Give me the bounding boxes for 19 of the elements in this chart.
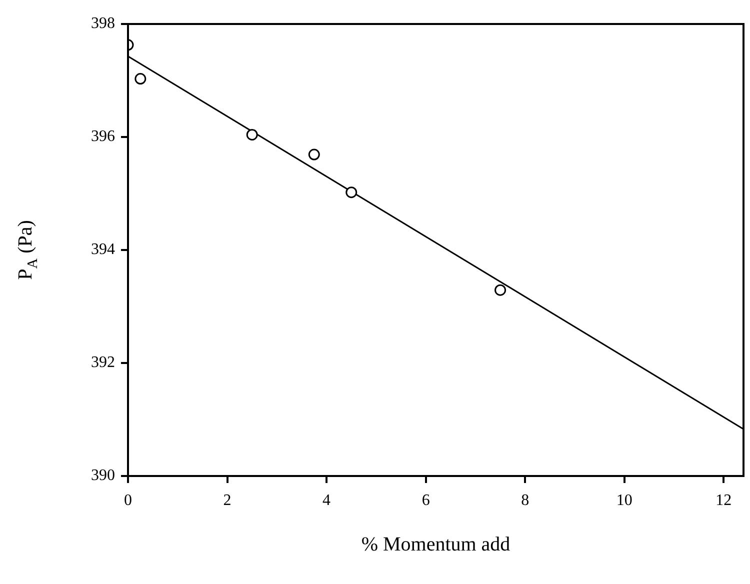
point bbox=[308, 148, 320, 160]
y-tick-label: 390 bbox=[91, 467, 115, 484]
x-tick-label: 4 bbox=[322, 492, 331, 509]
x-tick-label: 10 bbox=[616, 492, 632, 509]
y-tick-label: 396 bbox=[91, 128, 115, 146]
y-tick-label: 394 bbox=[91, 241, 115, 258]
point bbox=[246, 128, 258, 140]
x-axis-title: % Momentum add bbox=[361, 533, 510, 556]
y-axis-title: PA (Pa) bbox=[14, 220, 41, 280]
x-tick-label: 8 bbox=[521, 492, 530, 509]
x-tick-label: 0 bbox=[124, 492, 132, 509]
y-tick-label: 392 bbox=[91, 354, 115, 372]
x-tick-label: 12 bbox=[716, 492, 732, 509]
point bbox=[346, 186, 358, 198]
point bbox=[494, 284, 506, 296]
x-tick-label: 6 bbox=[422, 492, 430, 509]
y-tick-label: 398 bbox=[91, 15, 115, 32]
point bbox=[134, 73, 146, 85]
x-tick-label: 2 bbox=[223, 492, 232, 509]
